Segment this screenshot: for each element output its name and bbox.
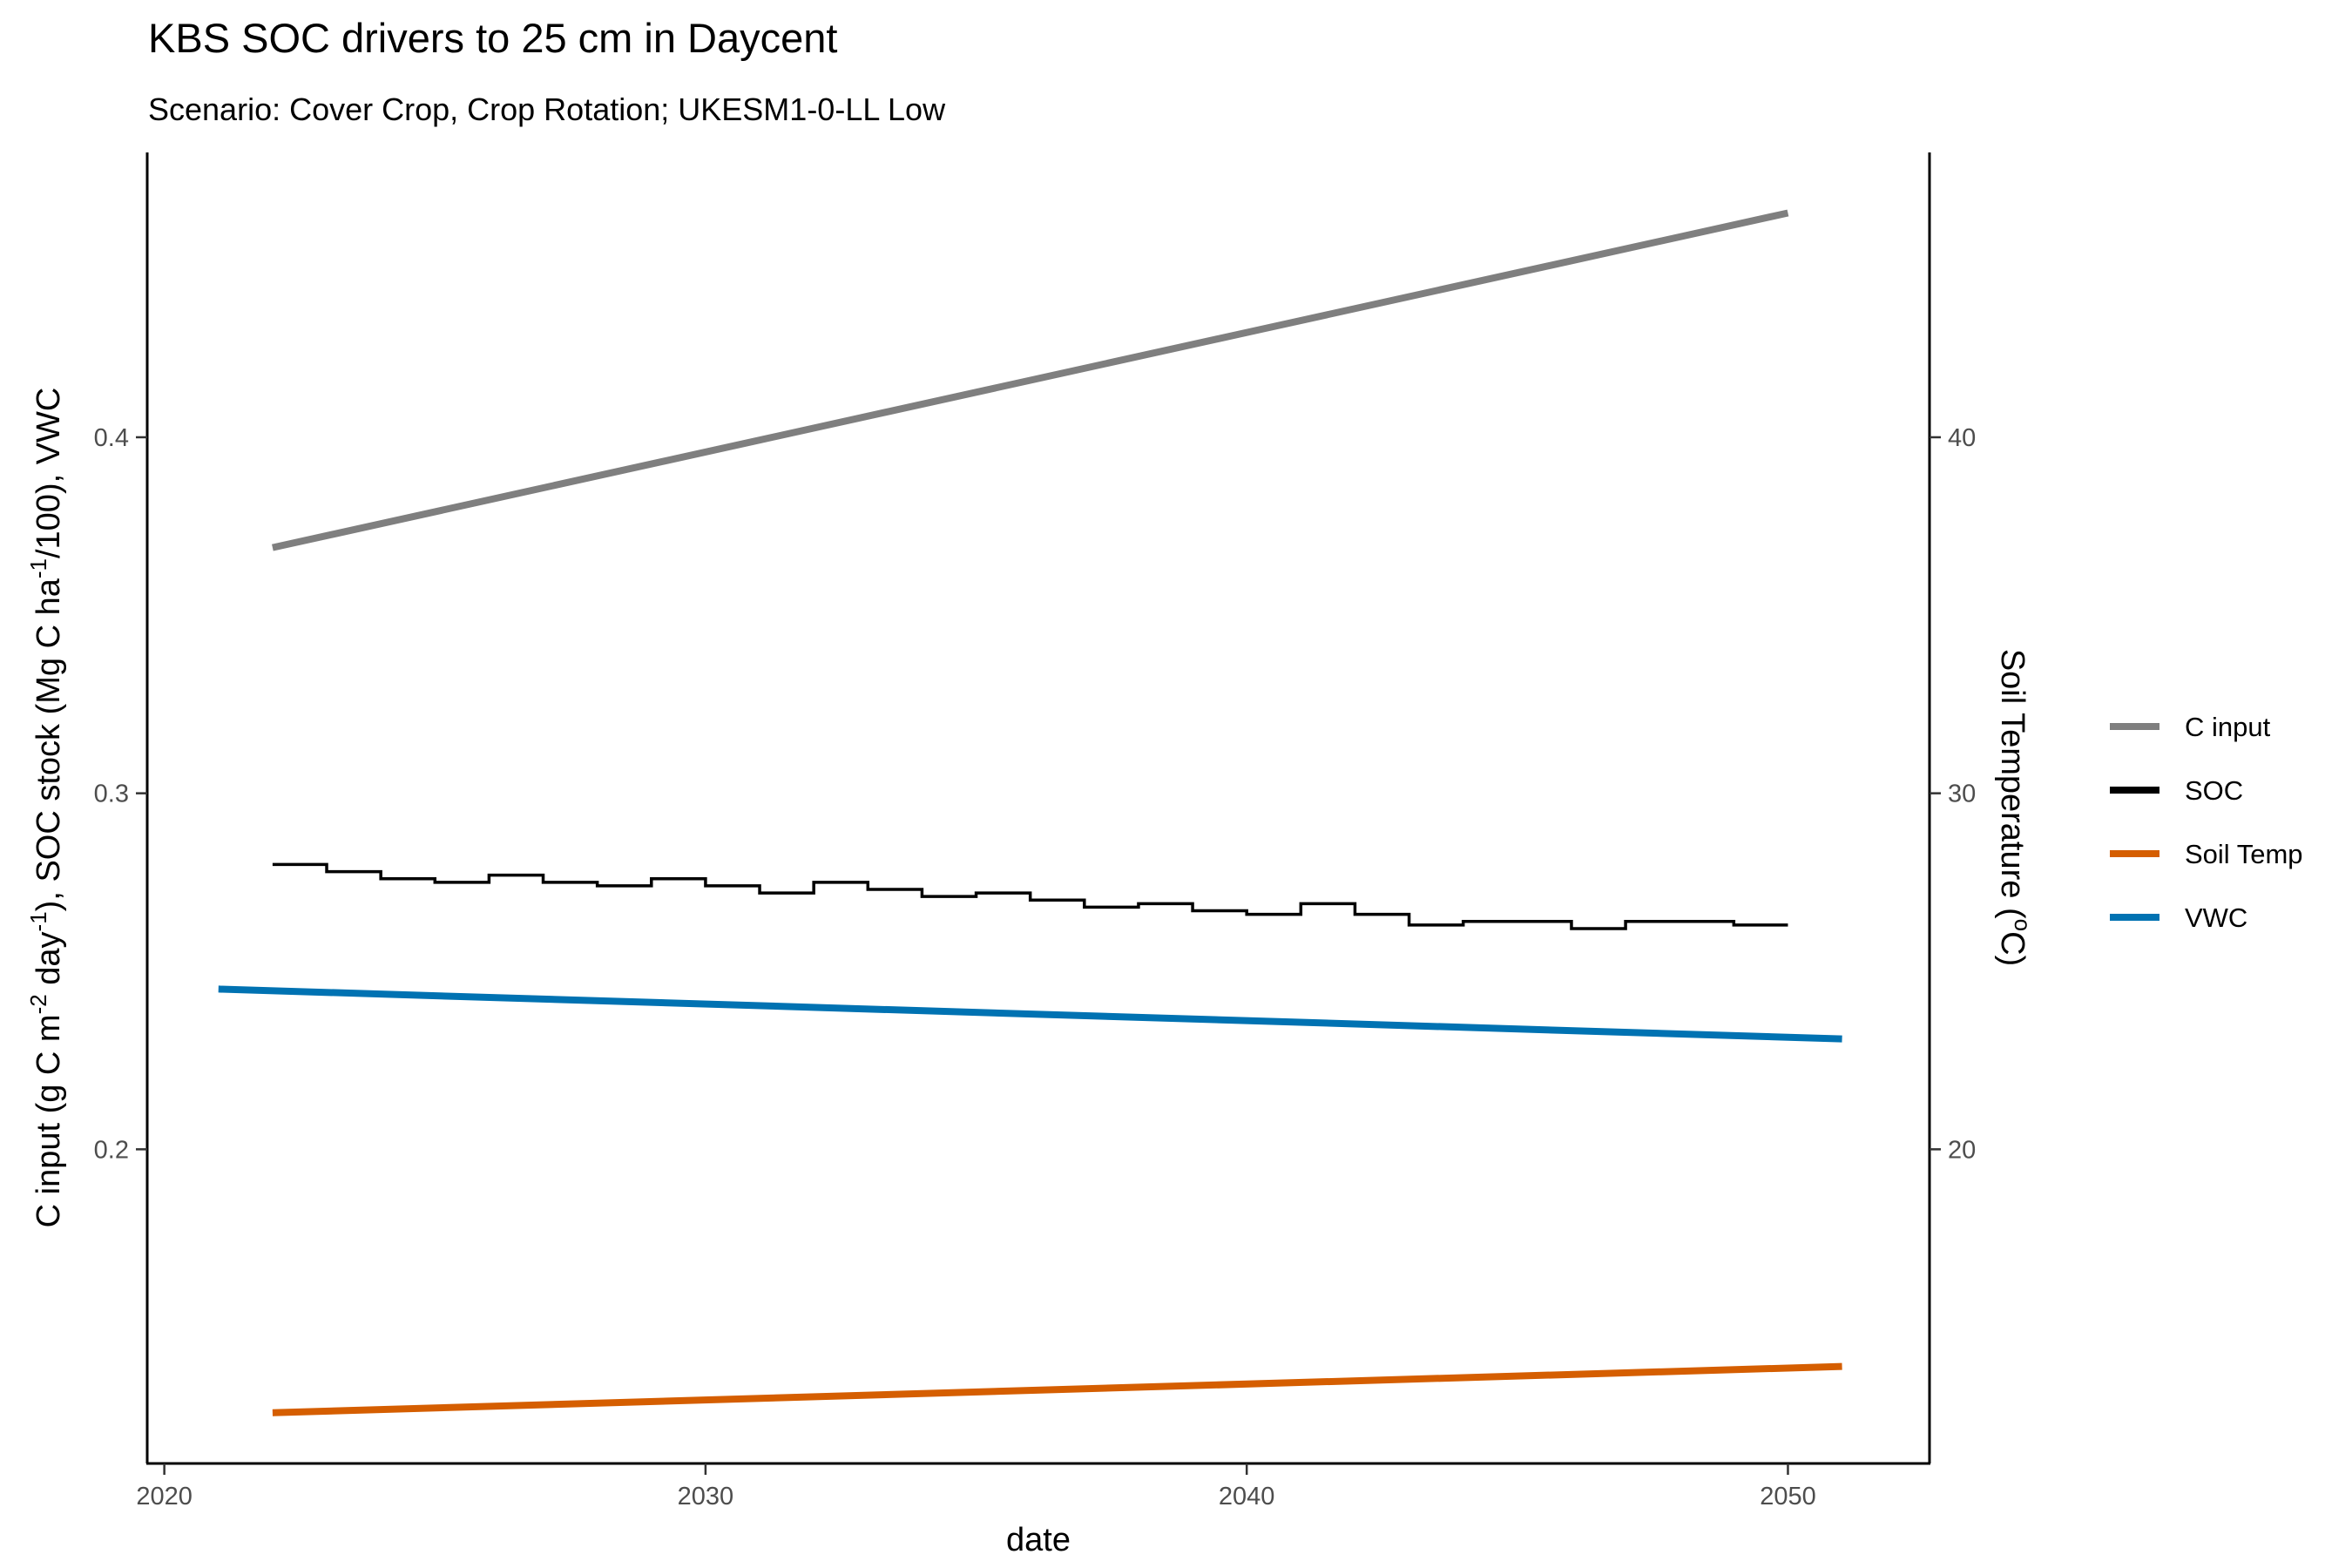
- legend-label-soc: SOC: [2185, 775, 2243, 806]
- y-axis-right-title: Soil Temperature (oC): [1994, 649, 2036, 966]
- series-line-vwc: [218, 985, 1842, 1043]
- legend-label-soil-temp: Soil Temp: [2185, 839, 2303, 869]
- x-tick-label: 2050: [1760, 1483, 1816, 1511]
- y-right-tick-label: 30: [1948, 781, 1976, 808]
- y-right-tick-label: 40: [1948, 424, 1976, 452]
- x-tick-label: 2020: [136, 1483, 193, 1511]
- y-left-tick-label: 0.3: [94, 781, 129, 808]
- y-right-tick-label: 20: [1948, 1136, 1976, 1164]
- x-axis-title: date: [1006, 1522, 1071, 1558]
- y-left-tick-label: 0.2: [94, 1136, 129, 1164]
- chart-title: KBS SOC drivers to 25 cm in Daycent: [148, 15, 837, 61]
- series-line-soil-temp: [272, 1362, 1842, 1416]
- y-left-tick-label: 0.4: [94, 424, 129, 452]
- x-tick-label: 2030: [678, 1483, 734, 1511]
- y-axis-left-title: C input (g C m-2 day-1), SOC stock (Mg C…: [25, 388, 67, 1228]
- series-layer: [218, 209, 1842, 1416]
- chart-subtitle: Scenario: Cover Crop, Crop Rotation; UKE…: [148, 91, 946, 127]
- legend-label-vwc: VWC: [2185, 902, 2247, 933]
- legend: C input SOC Soil Temp VWC: [2110, 712, 2303, 933]
- x-tick-label: 2040: [1219, 1483, 1275, 1511]
- legend-label-c-input: C input: [2185, 712, 2271, 742]
- series-line-soc: [272, 862, 1788, 930]
- series-line-c-input: [272, 209, 1789, 551]
